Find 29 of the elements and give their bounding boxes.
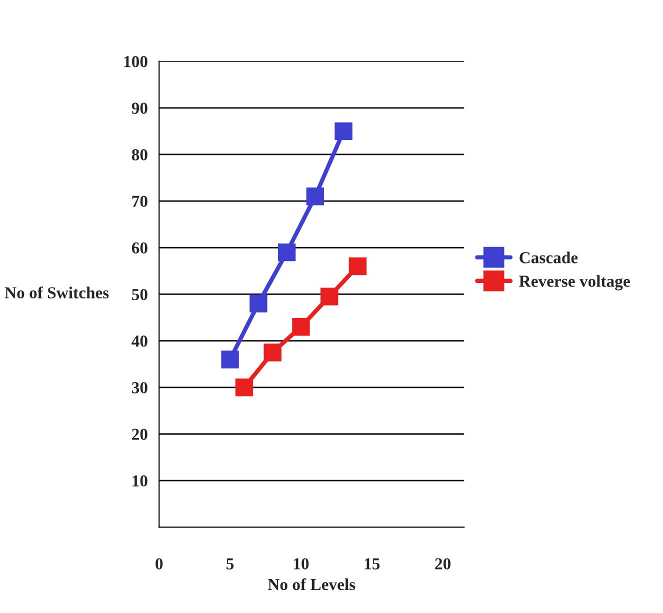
point: [348, 257, 367, 276]
x-tick-label: 15: [364, 558, 380, 570]
y-axis-title: No of Switches: [4, 286, 109, 298]
point: [221, 350, 239, 368]
x-tick-label: 5: [226, 558, 234, 570]
x-tick-label: 10: [294, 558, 309, 570]
legend-label: Cascade: [520, 252, 578, 264]
x-axis-title: No of Levels: [268, 578, 356, 590]
y-tick-label: 30: [132, 382, 148, 394]
point: [235, 378, 254, 396]
y-tick-label: 10: [132, 475, 148, 487]
y-tick-label: 80: [132, 149, 148, 160]
point: [306, 188, 324, 206]
y-tick-label: 50: [132, 288, 148, 300]
legend-label: Reverse voltage: [519, 275, 630, 290]
y-tick-label: 90: [132, 102, 148, 114]
point: [292, 318, 310, 336]
point: [264, 344, 282, 362]
point: [278, 243, 296, 262]
y-tick-label: 60: [132, 242, 148, 254]
point: [250, 294, 268, 312]
y-tick-label: 40: [132, 336, 148, 347]
y-tick-label: 20: [132, 428, 148, 440]
y-tick-label: 100: [124, 56, 148, 68]
x-tick-label: 0: [156, 558, 163, 570]
y-tick-label: 70: [132, 196, 148, 208]
point: [334, 122, 352, 140]
point: [320, 288, 338, 306]
x-tick-label: 20: [435, 558, 451, 570]
